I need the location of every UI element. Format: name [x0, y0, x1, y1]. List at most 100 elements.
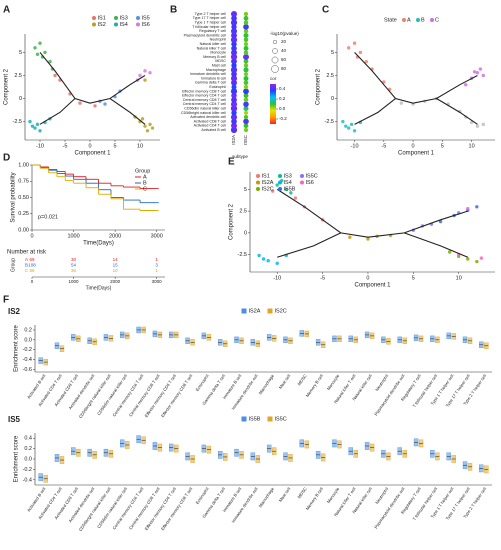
dot: [243, 15, 249, 21]
category-label: Central memory CD8 T cell: [183, 98, 226, 102]
category-label: CD56dim natural killer cell: [96, 373, 128, 416]
category-label: Activated dendritic cell: [190, 115, 226, 119]
legend-swatch: [430, 18, 434, 22]
point: [352, 41, 357, 45]
dot: [231, 41, 237, 47]
panel-letter: F: [3, 295, 9, 306]
y-tick-label: 0: [331, 96, 334, 102]
category-label: Macrophage: [206, 68, 226, 72]
size-legend-label: 20: [281, 39, 287, 44]
panel-letter: D: [3, 153, 10, 164]
x-tick-label: 2000: [109, 233, 121, 239]
point: [38, 41, 42, 45]
dot: [230, 114, 238, 121]
legend-title: Group: [135, 168, 150, 174]
point: [93, 104, 97, 108]
point: [43, 50, 47, 55]
legend-swatch: [300, 180, 304, 185]
legend-swatch: [267, 416, 273, 422]
colorbar: [270, 84, 276, 124]
y-axis-label: Enrichment score: [14, 324, 20, 371]
category-label: T follicular helper cell: [192, 25, 226, 29]
category-label: Macrophage: [258, 486, 276, 508]
colorbar-label: 0.0: [279, 106, 286, 111]
dot: [243, 118, 249, 125]
legend-swatch: [114, 16, 118, 20]
point: [33, 126, 37, 130]
x-axis-label: subtype: [232, 154, 248, 159]
x-tick-label: -5: [381, 143, 386, 149]
y-tick-label: 0.2: [24, 446, 32, 452]
y-axis-label: Component 2: [229, 203, 235, 240]
size-legend-dot: [272, 48, 278, 54]
legend-swatch: [278, 187, 282, 191]
legend-label: IS5C: [306, 173, 318, 179]
legend-swatch: [300, 174, 304, 178]
point: [348, 235, 352, 239]
dot: [230, 105, 238, 112]
dot: [243, 58, 249, 64]
dot: [231, 15, 237, 22]
category-label: Memory B cell: [203, 55, 226, 59]
point: [143, 124, 147, 128]
point: [472, 70, 477, 74]
dot: [231, 92, 237, 99]
point: [35, 122, 40, 127]
dot: [231, 24, 237, 30]
category-label: Central memory CD4 T cell: [183, 102, 226, 106]
category-label: CD56dim natural killer cell: [96, 486, 128, 529]
size-legend-dot: [271, 65, 279, 73]
point: [466, 206, 470, 211]
legend-label: A: [143, 174, 147, 180]
point: [261, 257, 266, 261]
point: [341, 119, 345, 124]
y-tick-label: 0.50: [18, 195, 29, 201]
point: [352, 129, 357, 133]
category-label: Neutrophil: [210, 38, 227, 42]
point: [349, 122, 354, 127]
trajectory: [354, 52, 478, 125]
dot: [243, 75, 249, 81]
y-tick-label: 5: [19, 50, 22, 56]
risk-count: 86: [29, 268, 35, 273]
risk-count: 15: [113, 263, 119, 268]
x-tick-label: 5: [441, 143, 444, 149]
y-tick-label: 0.25: [18, 211, 29, 217]
point: [48, 59, 52, 64]
y-tick-label: -0.4: [23, 477, 32, 483]
legend-label: B: [421, 17, 425, 23]
point: [347, 46, 351, 50]
point: [275, 261, 279, 266]
point: [347, 126, 351, 130]
x-tick-label: 0: [412, 143, 415, 149]
legend-label: IS2A: [262, 180, 274, 186]
dot: [230, 66, 238, 74]
dot: [243, 45, 249, 51]
x-tick-label: 3000: [151, 233, 163, 239]
y-tick-label: 0: [244, 230, 247, 236]
category-label: Plasmacytoid dendritic cell: [184, 33, 227, 37]
y-axis-label: Enrichment score: [14, 435, 20, 482]
dot: [243, 11, 249, 17]
category-label: MDSC: [215, 59, 226, 63]
legend-label: IS6: [306, 180, 314, 186]
x-tick-label: 1000: [69, 279, 80, 284]
dot: [243, 28, 249, 34]
dot: [230, 126, 238, 134]
legend-label: B: [143, 180, 147, 186]
category-label: Effector memory CD8 T cell: [160, 486, 194, 531]
dot: [230, 75, 238, 82]
point: [466, 257, 470, 261]
point: [481, 73, 485, 78]
dot: [231, 62, 237, 69]
dot: [231, 58, 237, 65]
point: [143, 69, 147, 73]
point: [293, 196, 298, 200]
risk-group: A: [25, 257, 28, 262]
point: [344, 124, 348, 128]
point: [475, 259, 479, 264]
dot: [243, 67, 249, 73]
category-label: Central memory CD8 T cell: [128, 373, 161, 417]
category-label: Central memory CD8 T cell: [128, 486, 161, 530]
